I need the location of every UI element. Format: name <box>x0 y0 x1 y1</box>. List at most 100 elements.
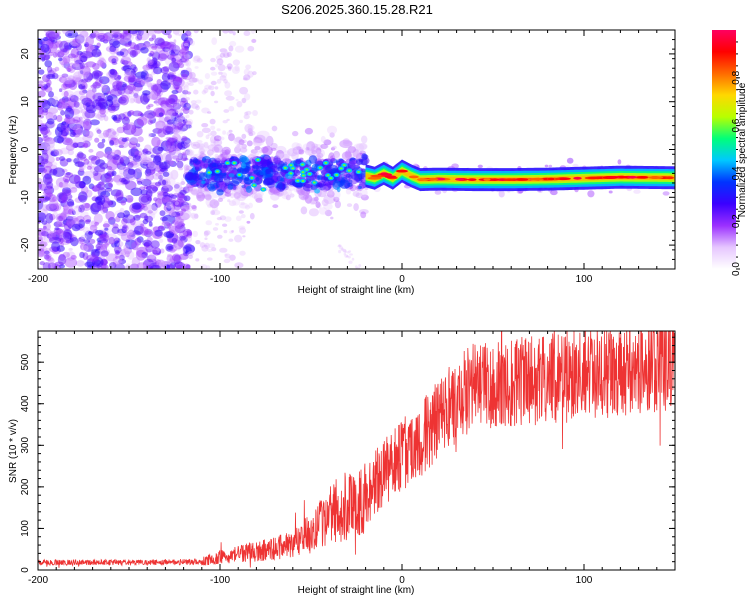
spectrogram-blob <box>183 231 192 237</box>
spectrogram-blob <box>295 143 303 152</box>
y-tick-label: 300 <box>20 437 31 454</box>
spectrogram-blob <box>74 161 85 168</box>
spectrogram-blob <box>320 143 328 149</box>
spectrogram-blob <box>104 172 112 179</box>
signal-knot-core <box>301 163 304 166</box>
spectrogram-blob <box>74 34 85 44</box>
spectrogram-blob <box>216 78 222 84</box>
spectrogram-blob <box>119 94 129 106</box>
spectrogram-blob <box>111 58 117 64</box>
spectrogram-blob <box>80 234 88 240</box>
spectrogram-blob <box>129 49 137 58</box>
spectrogram-blob <box>188 151 194 156</box>
spectrogram-blob <box>55 228 65 236</box>
spectrogram-blob <box>226 51 232 58</box>
spectrogram-blob <box>101 264 109 269</box>
spectrogram-blob <box>88 183 95 190</box>
spectrogram-blob <box>185 114 190 119</box>
spectrogram-blob <box>177 222 183 228</box>
spectrogram-blob <box>145 162 155 169</box>
spectrogram-blob <box>250 30 256 34</box>
spectrogram-blob <box>97 35 105 40</box>
spectrogram-blob <box>63 61 70 69</box>
spectrogram-blob <box>323 144 329 149</box>
spectrogram-blob <box>153 30 163 34</box>
spectrogram-blob <box>38 69 45 75</box>
spectrogram-blob <box>333 150 340 159</box>
spectrogram-blob <box>349 187 354 191</box>
spectrogram-blob <box>97 109 106 121</box>
spectrogram-blob <box>42 246 48 251</box>
spectrogram-blob <box>82 128 90 137</box>
spectrogram-blob <box>140 223 145 228</box>
spectrogram-blob <box>112 40 121 49</box>
spectrogram-blob <box>158 238 164 243</box>
spectrogram-blob <box>69 205 77 210</box>
spectrogram-blob <box>183 244 195 254</box>
spectrogram-blob <box>154 121 161 126</box>
signal-knot-core <box>324 161 328 164</box>
spectrogram-blob <box>321 199 329 207</box>
spectrogram-blob <box>145 73 154 82</box>
snr-frame <box>37 330 676 571</box>
spectrogram-blob <box>191 141 201 150</box>
spectrogram-blob <box>177 195 184 201</box>
spectrogram-blob <box>130 263 139 269</box>
signal-knot-core <box>329 177 333 180</box>
spectrogram-blob <box>43 225 47 230</box>
spectrogram-blob <box>140 93 150 105</box>
spectrogram-blob <box>128 155 133 160</box>
spectrogram-blob <box>133 92 139 99</box>
spectrogram-blob <box>127 33 135 41</box>
spectrogram-blob <box>268 188 276 196</box>
spectrogram-blob <box>67 67 71 73</box>
spectrogram-blob <box>147 210 153 214</box>
spectrogram-blob <box>44 130 52 136</box>
spectrogram-blob <box>89 226 96 233</box>
spectrogram-blob <box>105 187 113 192</box>
spectrogram-blob <box>205 194 212 201</box>
spectrogram-blob <box>172 120 178 127</box>
spectrogram-blob <box>82 175 92 185</box>
spectrogram-blob <box>174 125 180 131</box>
spectrogram-blob <box>185 165 192 171</box>
spectrogram-blob <box>70 95 80 103</box>
spectrogram-blob <box>55 157 60 161</box>
spectrogram-blob <box>38 212 47 221</box>
spectrogram-blob <box>41 152 49 163</box>
spectrogram-blob <box>60 121 69 130</box>
spectrogram-blob <box>222 130 227 135</box>
spectrogram-blob <box>101 84 111 95</box>
spectrogram-blob <box>119 32 128 39</box>
spectrogram-blob <box>107 105 116 111</box>
spectrogram-blob <box>110 189 122 197</box>
spectrogram-blob <box>247 45 255 52</box>
spectrogram-blob <box>195 187 202 191</box>
spectrogram-blob <box>300 195 308 200</box>
spectrogram-blob <box>92 82 101 89</box>
spectrogram-blob <box>354 265 358 269</box>
x-tick-label: -200 <box>28 274 48 285</box>
spectrogram-blob <box>79 70 84 75</box>
spectrogram-blob <box>342 138 350 145</box>
spectrogram-blob <box>182 118 188 124</box>
spectrogram-blob <box>188 254 193 259</box>
spectrogram-blob <box>291 169 301 176</box>
spectrogram-blob <box>161 104 168 111</box>
spectrogram-blob <box>355 158 364 165</box>
spectrogram-blob <box>171 57 177 63</box>
spectrogram-blob <box>61 73 69 78</box>
spectrogram-blob <box>147 103 154 108</box>
spectrogram-blob <box>181 248 186 254</box>
spectrogram-blob <box>180 219 185 223</box>
spectrogram-blob <box>253 193 263 202</box>
signal-knot-core <box>250 176 254 179</box>
spectrogram-blob <box>156 121 165 128</box>
spectrogram-blob <box>70 127 75 131</box>
spectrogram-blob <box>169 211 176 217</box>
spectrogram-blob <box>126 197 134 203</box>
x-tick-label: -100 <box>210 575 230 586</box>
spectrogram-blob <box>159 161 171 170</box>
spectrogram-blob <box>345 188 352 195</box>
